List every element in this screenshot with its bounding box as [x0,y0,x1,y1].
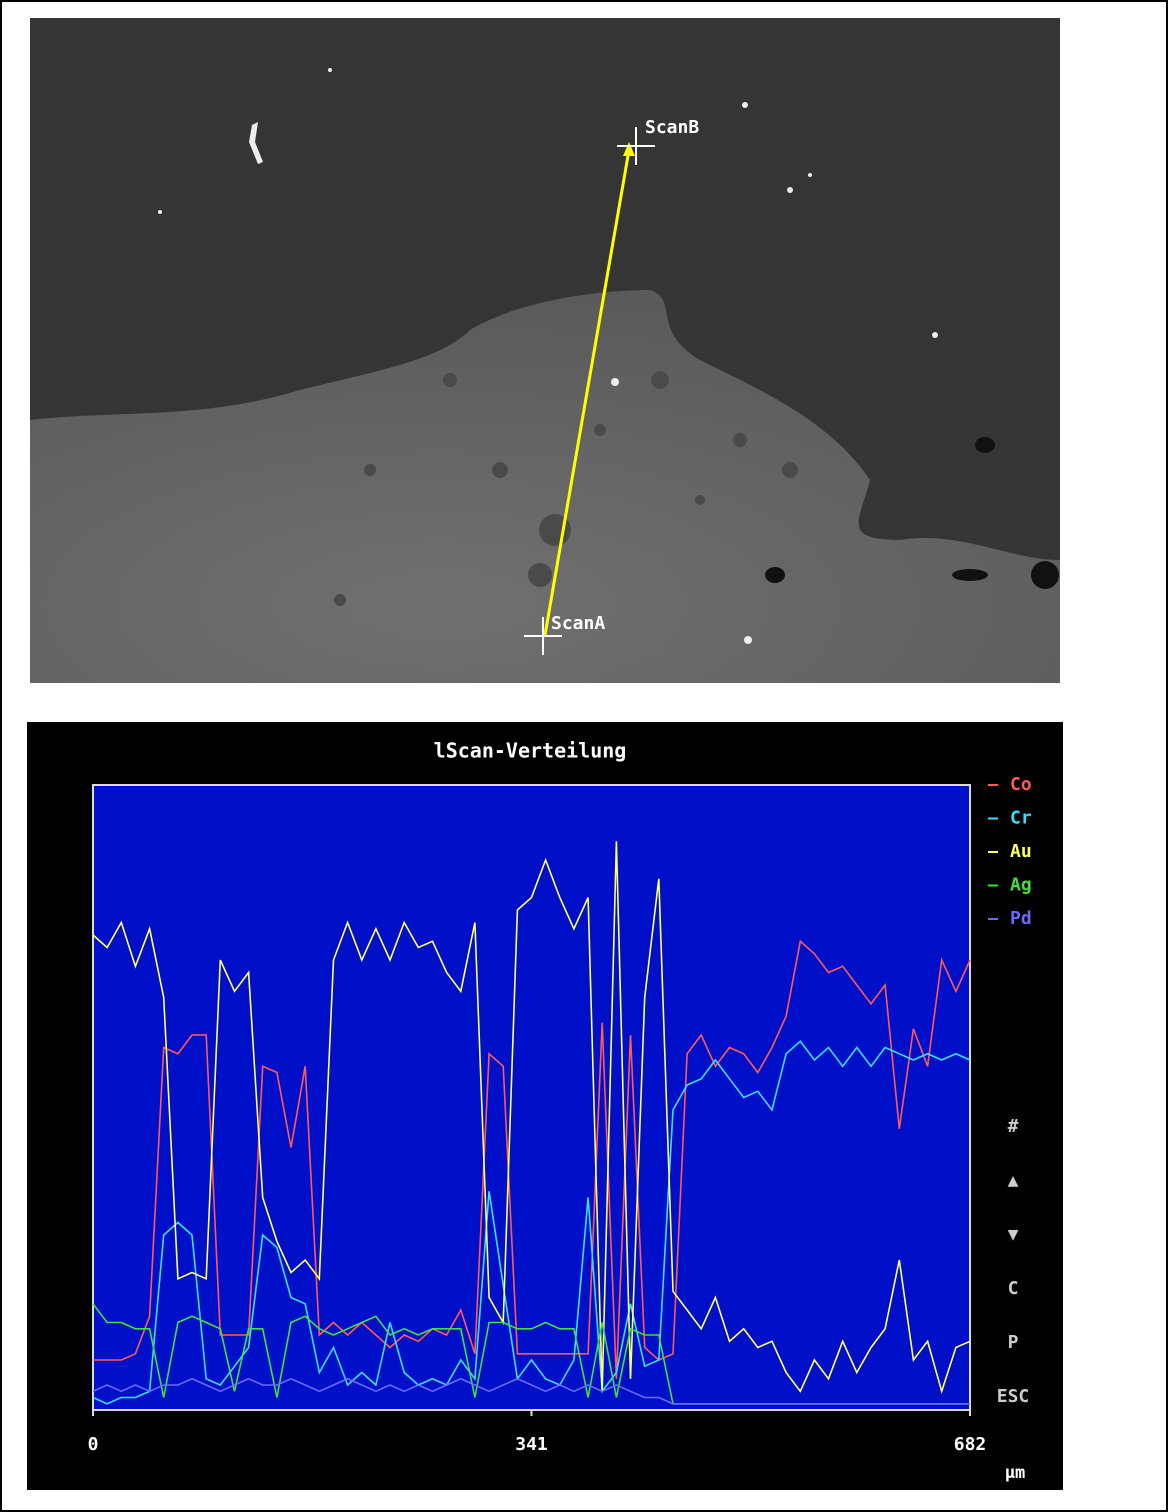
x-tick-label: 682 [954,1434,987,1455]
chart-title: lScan-Verteilung [434,739,627,763]
scan-arrowhead [623,142,635,156]
control-button[interactable]: P [1008,1332,1019,1353]
x-tick-label: 341 [515,1434,548,1455]
legend-label: Cr [1010,808,1032,829]
control-button[interactable]: ESC [997,1386,1030,1407]
control-button[interactable]: C [1008,1278,1019,1299]
legend-label: Ag [1010,875,1032,896]
control-button[interactable]: ▲ [1008,1170,1019,1191]
x-axis-label: µm [1005,1463,1025,1483]
micrograph: ScanB ScanA [30,18,1060,683]
lower-phase [30,290,1060,683]
series-line [92,841,971,1395]
legend-label: Co [1010,774,1032,795]
scan-label: ScanA [551,613,605,634]
series-line [92,1377,970,1405]
bright-particles [158,68,938,644]
control-button[interactable]: # [1008,1116,1019,1137]
scan-markers [524,127,655,655]
plot-area [92,784,971,1411]
scan-label: ScanB [645,117,699,138]
legend-label: Pd [1010,908,1032,929]
x-tick-label: 0 [88,1434,99,1455]
legend-label: Au [1010,841,1032,862]
defects [765,437,1059,589]
series-line [93,939,971,1379]
control-button[interactable]: ▼ [1008,1224,1019,1245]
scan-line [543,149,631,636]
series-line [92,1040,971,1405]
